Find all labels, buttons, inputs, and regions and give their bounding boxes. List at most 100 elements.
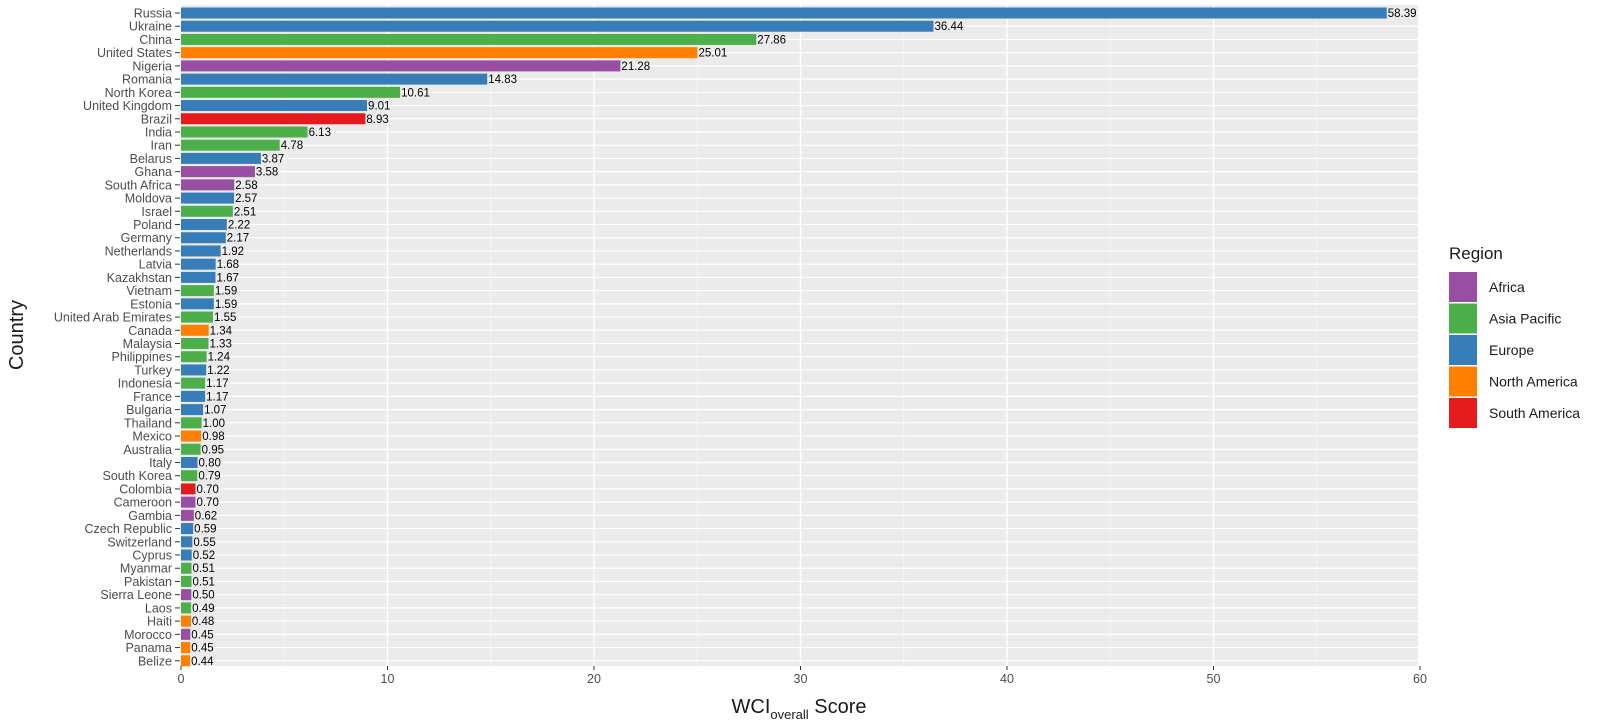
bar [181,390,206,402]
y-tick-label: Pakistan [124,575,172,589]
x-tick-label: 50 [1207,672,1221,686]
bar [181,258,216,270]
bar [181,483,196,495]
x-axis-title: WCIoverall Score [732,696,867,722]
bar [181,126,308,138]
y-tick-label: United Arab Emirates [54,311,172,325]
y-tick-label: Cyprus [132,549,172,563]
y-tick-label: Laos [145,601,172,615]
data-label: 1.17 [206,378,228,390]
data-label: 2.22 [228,220,250,232]
bar [181,60,621,72]
bar [181,351,207,363]
legend-swatch [1449,398,1477,428]
data-label: 1.22 [207,365,229,377]
bar [181,311,214,323]
x-tick-label: 40 [1000,672,1014,686]
y-tick-label: Poland [133,218,172,232]
y-tick-label: Nigeria [132,59,172,73]
bar [181,7,1387,19]
data-label: 0.51 [193,563,215,575]
y-tick-label: Haiti [147,615,172,629]
bar [181,285,214,297]
legend-label: South America [1489,405,1580,421]
bar [181,205,233,217]
bar [181,377,206,389]
data-label: 1.67 [216,272,238,284]
y-tick-label: India [145,125,172,139]
legend-label: Asia Pacific [1489,311,1561,327]
data-label: 4.78 [281,140,303,152]
data-label: 8.93 [366,114,388,126]
bar [181,655,191,667]
x-tick-labels: 0 10 20 30 40 50 60 [178,666,1427,686]
bar [181,549,192,561]
bars-group [181,7,1387,667]
bar [181,33,757,45]
data-labels-group: 58.39 36.44 27.86 25.01 21.28 14.83 10.61 9.018… [191,8,1416,668]
bar [181,430,202,442]
data-label: 0.70 [196,497,218,509]
bar [181,509,194,521]
bar [181,443,201,455]
data-label: 1.68 [217,259,239,271]
data-label: 1.24 [208,352,231,364]
data-label: 0.55 [193,537,215,549]
y-tick-label: Italy [149,456,173,470]
data-label: 1.17 [206,391,228,403]
legend-swatch [1449,335,1477,365]
y-tick-label: Latvia [139,258,172,272]
bar [181,298,214,310]
y-tick-label: Cameroon [114,496,172,510]
y-tick-label: China [139,33,172,47]
legend-swatch [1449,272,1477,302]
data-label: 1.07 [204,405,226,417]
bar [181,179,235,191]
y-tick-label: Panama [125,641,172,655]
bar [181,470,198,482]
data-label: 2.57 [235,193,257,205]
data-label: 0.51 [193,576,215,588]
bar [181,47,698,59]
bar [181,232,226,244]
y-tick-label: Kazakhstan [107,271,172,285]
data-label: 0.45 [191,643,213,655]
bar [181,602,192,614]
y-tick-label: Vietnam [126,284,172,298]
data-label: 6.13 [309,127,331,139]
y-tick-label: Ghana [134,165,172,179]
x-tick-label: 30 [794,672,808,686]
y-tick-label: United Kingdom [83,99,172,113]
bar [181,271,216,283]
data-label: 58.39 [1388,8,1417,20]
data-label: 2.17 [227,233,249,245]
legend-title: Region [1449,244,1503,263]
data-label: 0.62 [195,510,217,522]
y-tick-label: Czech Republic [84,522,172,536]
y-tick-label: Bulgaria [126,403,172,417]
x-tick-label: 20 [587,672,601,686]
y-tick-label: Philippines [112,350,172,364]
x-tick-label: 0 [178,672,185,686]
bar [181,523,194,535]
bar [181,536,193,548]
bar [181,615,191,627]
x-tick-label: 10 [381,672,395,686]
y-tick-label: Belarus [130,152,172,166]
data-label: 1.34 [210,325,233,337]
bar [181,139,280,151]
data-label: 2.58 [235,180,257,192]
data-label: 0.49 [192,603,214,615]
legend-label: North America [1489,374,1578,390]
x-axis-title-subscript: overall [770,707,808,722]
bar [181,575,192,587]
y-tick-label: United States [97,46,172,60]
bar [181,245,221,257]
y-tick-label: Myanmar [120,562,172,576]
y-tick-label: South Africa [105,178,172,192]
data-label: 0.44 [191,656,214,668]
data-label: 9.01 [368,101,390,113]
y-tick-label: North Korea [105,86,172,100]
bar [181,152,261,164]
